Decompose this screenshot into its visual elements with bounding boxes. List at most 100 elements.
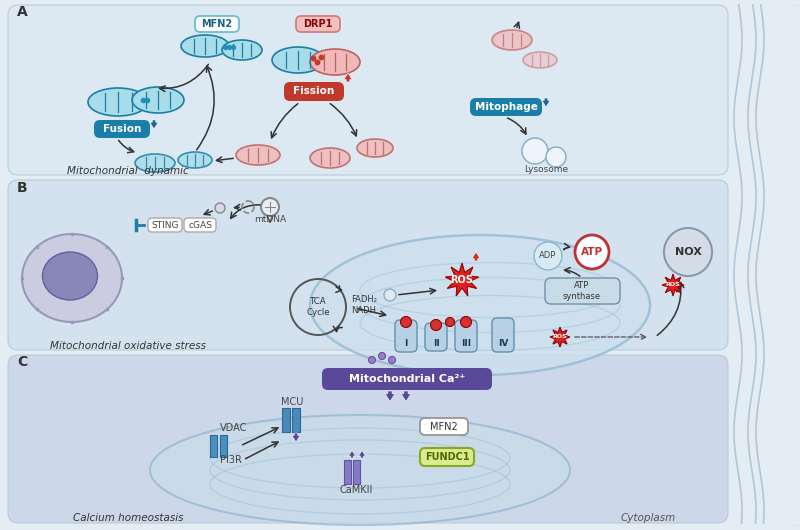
FancyBboxPatch shape [470, 98, 542, 116]
Ellipse shape [310, 235, 650, 375]
Text: NOX: NOX [674, 247, 702, 257]
Text: Mitochondrial Ca²⁺: Mitochondrial Ca²⁺ [349, 374, 465, 384]
FancyBboxPatch shape [8, 5, 728, 175]
Circle shape [215, 203, 225, 213]
Text: Mitochondrial  dynamic: Mitochondrial dynamic [67, 166, 189, 176]
Ellipse shape [310, 148, 350, 168]
Text: ROS: ROS [553, 334, 567, 340]
FancyBboxPatch shape [420, 448, 474, 466]
Ellipse shape [236, 145, 280, 165]
Text: C: C [17, 355, 27, 369]
FancyBboxPatch shape [94, 120, 150, 138]
Polygon shape [550, 327, 570, 347]
Text: cGAS: cGAS [188, 220, 212, 229]
Bar [344, 460, 351, 484]
Text: DRP1: DRP1 [303, 19, 333, 29]
Circle shape [534, 242, 562, 270]
Circle shape [401, 316, 411, 328]
Text: PI3R: PI3R [220, 455, 242, 465]
Text: A: A [17, 5, 28, 19]
Text: CaMKII: CaMKII [339, 485, 373, 495]
Text: ROS: ROS [666, 282, 680, 287]
Text: Mitophage: Mitophage [474, 102, 538, 112]
FancyBboxPatch shape [284, 82, 344, 101]
Ellipse shape [181, 35, 229, 57]
Text: III: III [461, 340, 471, 349]
Circle shape [461, 316, 471, 328]
Text: Calcium homeostasis: Calcium homeostasis [73, 513, 183, 523]
Bar [353, 460, 360, 484]
Circle shape [522, 138, 548, 164]
Text: mtDNA: mtDNA [254, 216, 286, 225]
FancyBboxPatch shape [545, 278, 620, 304]
FancyBboxPatch shape [455, 320, 477, 352]
Text: ATP
synthase: ATP synthase [563, 281, 601, 301]
Text: Lysosome: Lysosome [524, 165, 568, 174]
Bar [282, 408, 290, 432]
FancyBboxPatch shape [420, 418, 468, 435]
Text: IV: IV [498, 340, 508, 349]
Polygon shape [472, 252, 480, 261]
Bar [210, 435, 217, 457]
Ellipse shape [150, 415, 570, 525]
Polygon shape [662, 274, 684, 296]
Polygon shape [150, 120, 158, 129]
Bar [220, 435, 227, 457]
Text: I: I [404, 340, 408, 349]
Text: MCU: MCU [281, 397, 303, 407]
Ellipse shape [272, 47, 324, 73]
Text: MFN2: MFN2 [202, 19, 233, 29]
Ellipse shape [492, 30, 532, 50]
Ellipse shape [22, 234, 122, 322]
Ellipse shape [523, 52, 557, 68]
Polygon shape [344, 73, 352, 82]
Text: FADH₂
NADH: FADH₂ NADH [351, 295, 377, 315]
Text: Fission: Fission [294, 86, 334, 96]
Text: MFN2: MFN2 [430, 421, 458, 431]
Circle shape [575, 235, 609, 269]
FancyBboxPatch shape [148, 218, 182, 232]
Text: Cytoplasm: Cytoplasm [620, 513, 676, 523]
Text: ADP: ADP [539, 252, 557, 261]
Text: TCA
Cycle: TCA Cycle [306, 297, 330, 317]
Circle shape [378, 352, 386, 359]
Polygon shape [542, 98, 550, 107]
Text: VDAC: VDAC [220, 423, 247, 433]
FancyBboxPatch shape [395, 320, 417, 352]
Text: II: II [433, 339, 439, 348]
FancyBboxPatch shape [322, 368, 492, 390]
FancyBboxPatch shape [296, 16, 340, 32]
FancyBboxPatch shape [492, 318, 514, 352]
FancyBboxPatch shape [8, 355, 728, 523]
Ellipse shape [357, 139, 393, 157]
Circle shape [664, 228, 712, 276]
Bar [292, 408, 300, 432]
Text: ROS: ROS [450, 275, 474, 285]
Polygon shape [385, 391, 395, 402]
Ellipse shape [88, 88, 148, 116]
Circle shape [430, 320, 442, 331]
Text: Mitochondrial oxidative stress: Mitochondrial oxidative stress [50, 341, 206, 351]
Polygon shape [349, 450, 355, 458]
Text: B: B [17, 181, 28, 195]
FancyBboxPatch shape [184, 218, 216, 232]
Text: Fusion: Fusion [103, 124, 141, 134]
Circle shape [369, 357, 375, 364]
Circle shape [261, 198, 279, 216]
Ellipse shape [132, 87, 184, 113]
FancyBboxPatch shape [425, 323, 447, 351]
Polygon shape [292, 433, 300, 442]
Ellipse shape [178, 152, 212, 168]
Circle shape [546, 147, 566, 167]
Ellipse shape [42, 252, 98, 300]
Polygon shape [446, 263, 478, 296]
Circle shape [389, 357, 395, 364]
Ellipse shape [222, 40, 262, 60]
Circle shape [446, 317, 454, 326]
FancyBboxPatch shape [195, 16, 239, 32]
Text: ATP: ATP [581, 247, 603, 257]
Ellipse shape [310, 49, 360, 75]
Circle shape [384, 289, 396, 301]
Text: STING: STING [151, 220, 178, 229]
Text: FUNDC1: FUNDC1 [425, 452, 470, 462]
